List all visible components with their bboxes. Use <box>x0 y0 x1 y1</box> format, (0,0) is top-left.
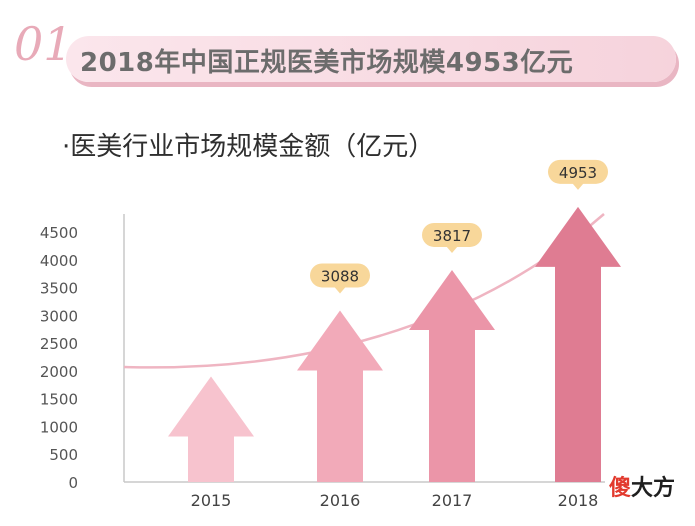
data-label-bubble <box>422 222 482 247</box>
y-tick-label: 1500 <box>40 391 78 409</box>
y-tick-label: 3000 <box>40 307 78 325</box>
y-tick-label: 2000 <box>40 363 78 381</box>
brand-logo: 傻大方 <box>604 468 679 504</box>
chart-subtitle: ·医美行业市场规模金额（亿元） <box>62 132 435 162</box>
y-tick-label: 4000 <box>40 252 78 270</box>
brand-logo-part2: 大方 <box>630 476 675 501</box>
y-tick-label: 0 <box>68 474 78 492</box>
header: 01 2018年中国正规医美市场规模4953亿元 <box>14 14 684 92</box>
x-tick-label: 2018 <box>558 491 599 510</box>
bar-arrow <box>409 269 495 482</box>
data-label: 4953 <box>559 164 597 182</box>
bar-arrow <box>535 206 621 483</box>
y-tick-label: 1000 <box>40 418 78 436</box>
x-tick-label: 2017 <box>432 491 473 510</box>
brand-logo-part1: 傻 <box>608 476 631 501</box>
y-tick-label: 500 <box>49 446 78 464</box>
y-tick-label: 2500 <box>40 335 78 353</box>
y-tick-label: 3500 <box>40 280 78 298</box>
section-number-badge: 01 <box>14 17 73 71</box>
y-tick-label: 4500 <box>40 224 78 242</box>
x-tick-label: 2015 <box>191 491 232 510</box>
data-label: 3817 <box>433 227 471 245</box>
data-label: 3088 <box>321 267 359 285</box>
data-label-bubble <box>310 263 370 288</box>
bar-arrow <box>168 376 254 482</box>
header-banner <box>66 36 676 82</box>
bar-arrow <box>297 310 383 482</box>
header-title: 2018年中国正规医美市场规模4953亿元 <box>80 48 574 78</box>
data-label-bubble <box>548 159 608 184</box>
data-label-pointer <box>334 286 346 294</box>
data-label-pointer <box>446 245 458 253</box>
data-label-pointer <box>572 182 584 190</box>
x-tick-label: 2016 <box>320 491 361 510</box>
